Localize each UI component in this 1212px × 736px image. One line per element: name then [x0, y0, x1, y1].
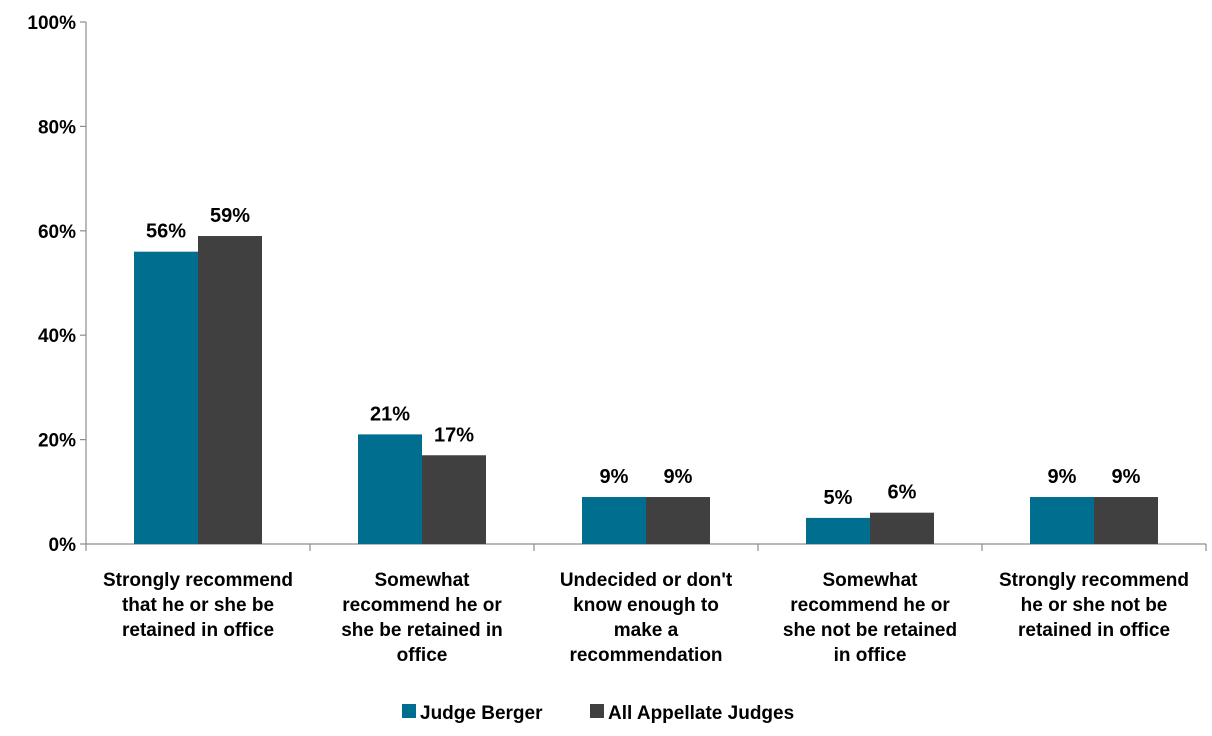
y-tick-label-0: 0% — [49, 535, 77, 556]
data-label-series0-cat0: 56% — [146, 221, 186, 243]
bar-series1-cat0 — [198, 236, 262, 544]
legend-label-0: Judge Berger — [420, 703, 543, 724]
bar-series1-cat3 — [870, 512, 934, 544]
bar-series1-cat1 — [422, 455, 486, 544]
bar-series1-cat2 — [646, 497, 710, 544]
bar-series0-cat4 — [1030, 497, 1094, 544]
data-label-series1-cat2: 9% — [664, 466, 693, 488]
y-tick-label-20: 20% — [38, 431, 76, 452]
data-label-series0-cat4: 9% — [1048, 466, 1077, 488]
bar-series0-cat3 — [806, 517, 870, 544]
category-label-4: Strongly recommend he or she not be retain… — [999, 570, 1189, 641]
data-label-series0-cat1: 21% — [370, 403, 410, 425]
data-label-series1-cat0: 59% — [210, 205, 250, 227]
bar-series1-cat4 — [1094, 497, 1158, 544]
legend-label-1: All Appellate Judges — [608, 703, 794, 724]
bar-series0-cat2 — [582, 497, 646, 544]
data-label-series0-cat3: 5% — [824, 487, 853, 509]
legend-swatch-0 — [402, 704, 416, 718]
y-tick-label-60: 60% — [38, 222, 76, 243]
y-tick-label-80: 80% — [38, 117, 76, 138]
data-label-series1-cat3: 6% — [888, 482, 917, 504]
category-label-0: Strongly recommend that he or she be retai… — [103, 570, 293, 641]
data-label-series1-cat4: 9% — [1112, 466, 1141, 488]
data-label-series1-cat1: 17% — [434, 424, 474, 446]
y-tick-label-40: 40% — [38, 326, 76, 347]
data-label-series0-cat2: 9% — [600, 466, 629, 488]
bar-series0-cat0 — [134, 251, 198, 544]
y-tick-label-100: 100% — [27, 13, 76, 34]
category-label-1: Somewhat recommend he or she be retained i… — [341, 570, 503, 666]
legend-swatch-1 — [590, 704, 604, 718]
category-label-3: Somewhat recommend he or she not be retain… — [783, 570, 957, 666]
bar-series0-cat1 — [358, 434, 422, 544]
category-label-2: Undecided or don't know enough to make a re… — [560, 570, 733, 666]
